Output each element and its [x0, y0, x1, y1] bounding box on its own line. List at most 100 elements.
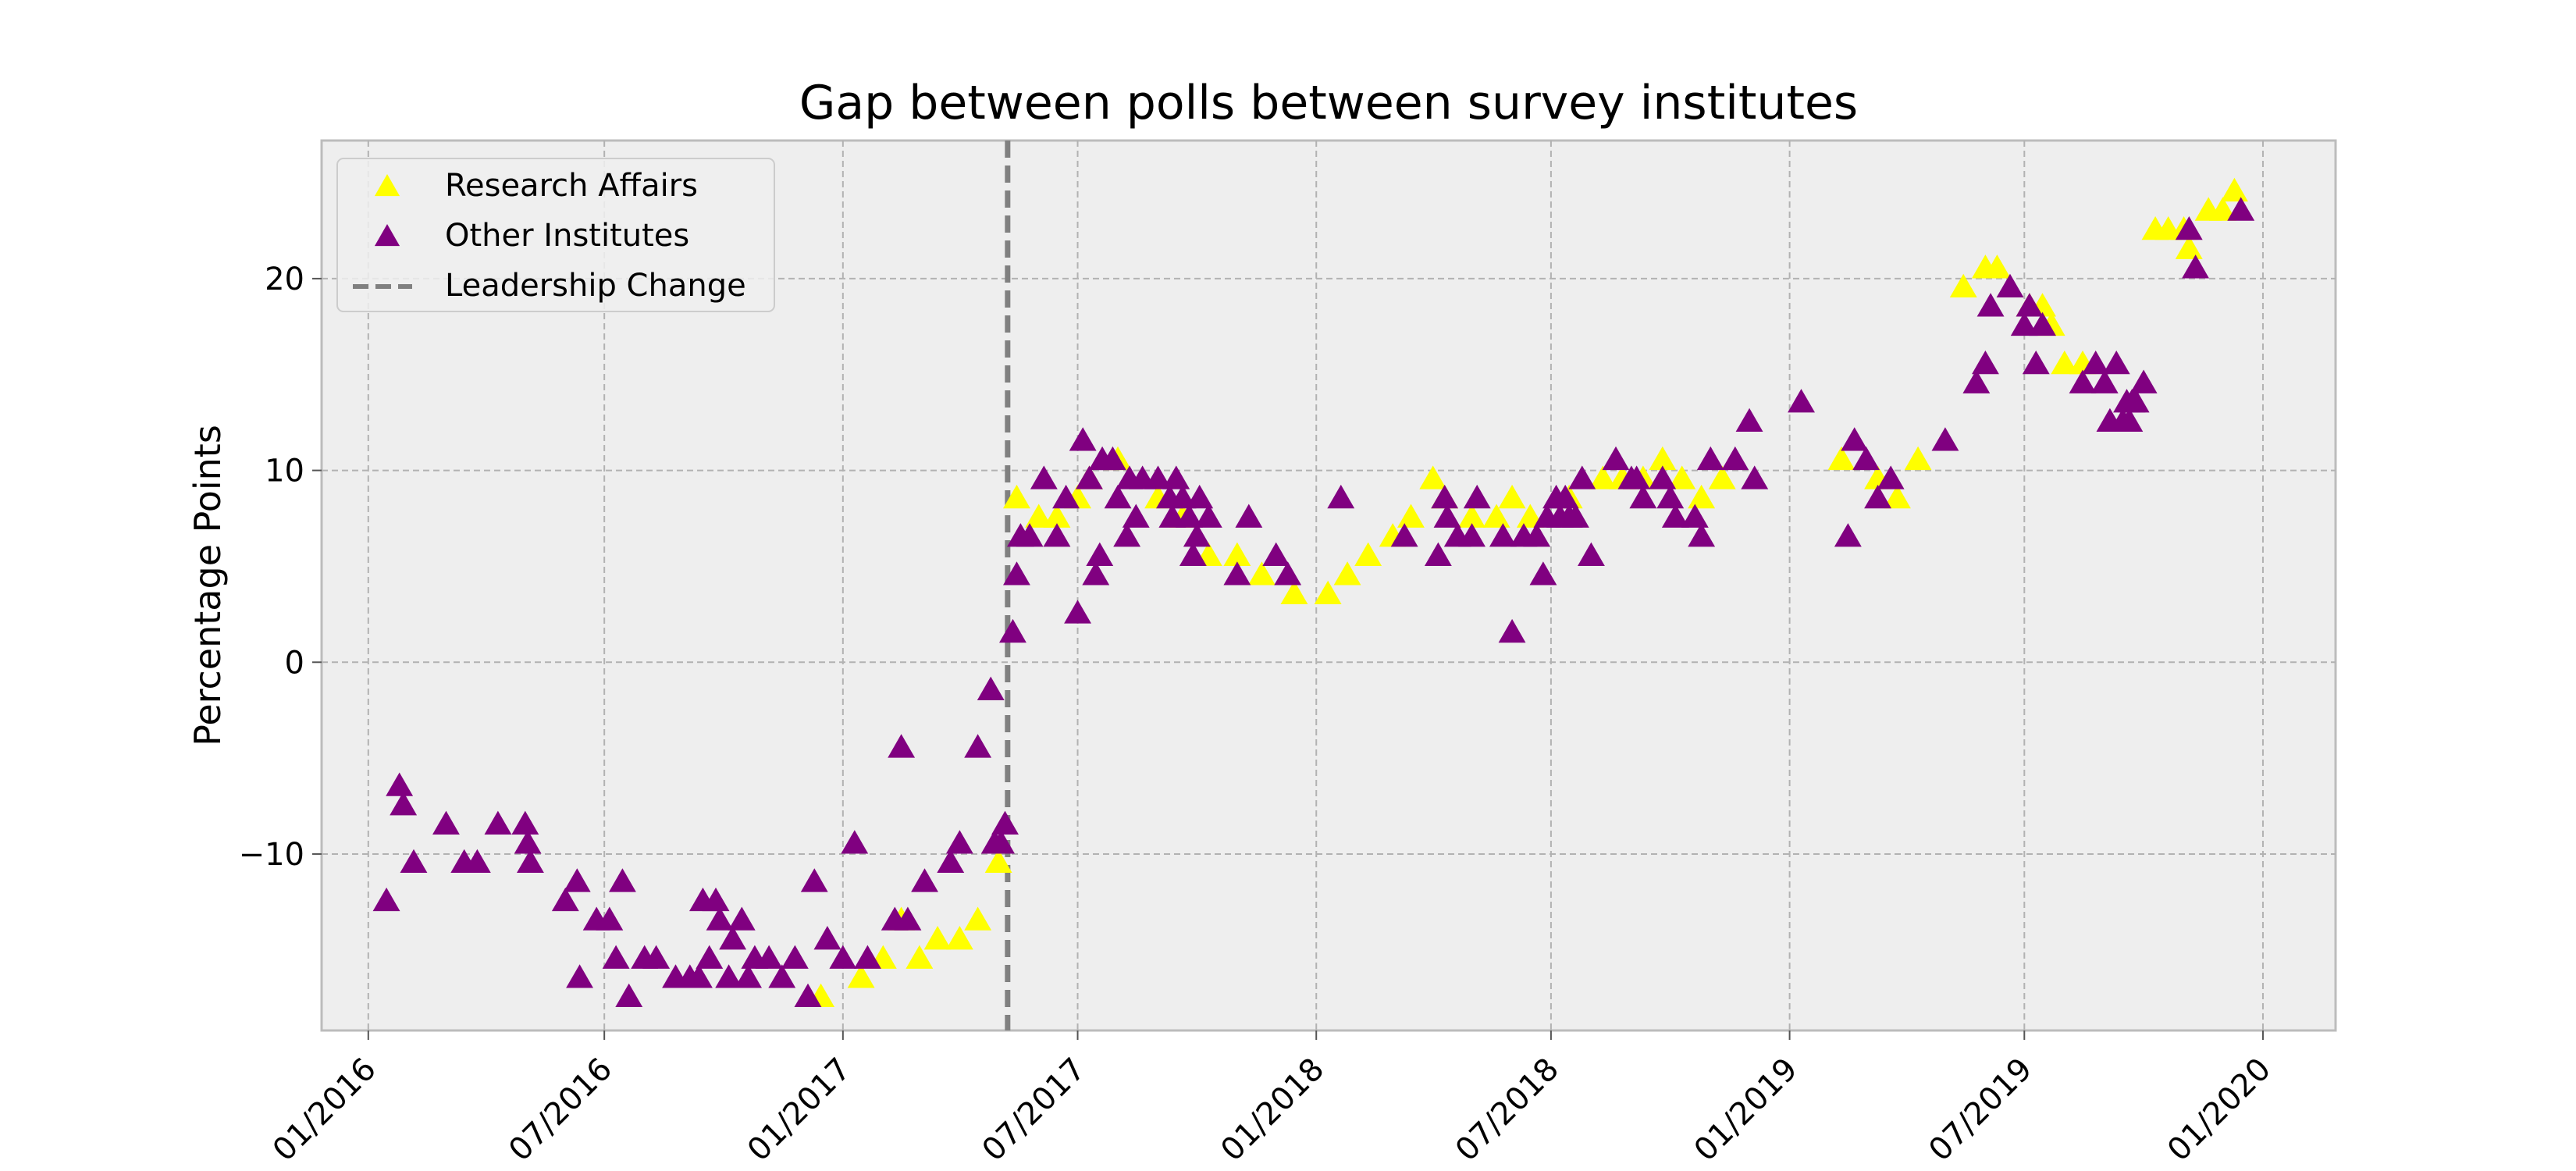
point-research-affairs [1419, 465, 1447, 489]
point-research-affairs [1397, 504, 1425, 528]
point-other-institutes [854, 945, 881, 969]
point-research-affairs [984, 849, 1012, 874]
point-other-institutes [1656, 484, 1685, 509]
point-other-institutes [1877, 465, 1905, 489]
point-other-institutes [813, 925, 841, 950]
point-other-institutes [1688, 523, 1716, 547]
y-tick-label: 20 [265, 262, 304, 297]
point-other-institutes [2129, 369, 2158, 393]
point-other-institutes [1162, 465, 1190, 489]
point-other-institutes [516, 849, 544, 874]
point-other-institutes [1623, 465, 1650, 489]
point-other-institutes [2022, 350, 2050, 375]
point-other-institutes [794, 983, 822, 1008]
point-other-institutes [1489, 523, 1517, 547]
point-research-affairs [1248, 561, 1276, 586]
point-other-institutes [1696, 446, 1724, 471]
point-other-institutes [1390, 523, 1418, 547]
point-other-institutes [609, 868, 636, 892]
point-other-institutes [1113, 523, 1141, 547]
point-other-institutes [1030, 465, 1058, 489]
point-other-institutes [1169, 484, 1197, 509]
point-other-institutes [566, 964, 593, 988]
point-other-institutes [1681, 504, 1709, 528]
point-other-institutes [1841, 427, 1869, 451]
point-other-institutes [1649, 465, 1677, 489]
point-other-institutes [1458, 523, 1485, 547]
point-other-institutes [1194, 504, 1222, 528]
point-other-institutes [1179, 542, 1207, 566]
point-other-institutes [1568, 465, 1596, 489]
point-other-institutes [596, 906, 624, 931]
legend-box [336, 158, 775, 312]
point-other-institutes [615, 983, 643, 1008]
point-other-institutes [602, 945, 630, 969]
point-other-institutes [372, 887, 400, 912]
legend-label-other-institutes: Other Institutes [445, 218, 689, 254]
point-research-affairs [847, 964, 875, 988]
y-axis: −10 0 10 20 [239, 262, 322, 873]
point-other-institutes [1996, 273, 2024, 297]
point-other-institutes [1661, 504, 1689, 528]
point-other-institutes [1741, 465, 1769, 489]
legend[interactable]: Research Affairs Other Institutes Leader… [336, 158, 775, 312]
legend-label-leadership-change: Leadership Change [445, 268, 746, 304]
point-other-institutes [1834, 523, 1862, 547]
point-research-affairs [1025, 504, 1053, 528]
point-other-institutes [841, 830, 869, 854]
point-other-institutes [888, 734, 916, 758]
point-other-institutes [1529, 561, 1557, 586]
point-other-institutes [2115, 408, 2144, 432]
point-other-institutes [719, 925, 747, 950]
point-research-affairs [1668, 465, 1696, 489]
legend-marker-other-institutes [374, 224, 400, 247]
point-other-institutes [1003, 561, 1030, 586]
point-other-institutes [2182, 254, 2209, 279]
point-other-institutes [1186, 484, 1214, 509]
point-other-institutes [768, 964, 796, 988]
point-other-institutes [2016, 293, 2044, 317]
point-other-institutes [1122, 504, 1150, 528]
legend-marker-research-affairs [374, 174, 400, 197]
legend-label-research-affairs: Research Affairs [445, 168, 698, 204]
point-other-institutes [937, 849, 965, 874]
point-other-institutes [1864, 484, 1891, 509]
point-other-institutes [400, 849, 428, 874]
point-other-institutes [894, 906, 922, 931]
point-research-affairs [2209, 197, 2236, 221]
point-other-institutes [463, 849, 491, 874]
point-other-institutes [781, 945, 809, 969]
point-research-affairs [1827, 446, 1856, 471]
point-other-institutes [2122, 389, 2150, 413]
point-research-affairs [2051, 350, 2079, 375]
point-other-institutes [2175, 215, 2203, 240]
point-other-institutes [1962, 369, 1991, 393]
point-research-affairs [1984, 254, 2011, 279]
point-other-institutes [1158, 504, 1187, 528]
point-other-institutes [1562, 504, 1589, 528]
point-other-institutes [2090, 369, 2119, 393]
point-other-institutes [514, 830, 542, 854]
point-other-institutes [1498, 618, 1526, 643]
y-tick-label: 10 [265, 454, 304, 489]
point-other-institutes [2227, 197, 2255, 221]
point-other-institutes [1788, 389, 1816, 413]
point-other-institutes [977, 676, 1005, 700]
point-research-affairs [945, 925, 973, 950]
point-research-affairs [2221, 177, 2248, 202]
point-other-institutes [1262, 542, 1290, 566]
point-other-institutes [987, 830, 1016, 854]
y-axis-label: Percentage Points [187, 425, 229, 746]
point-other-institutes [1016, 523, 1044, 547]
point-other-institutes [2082, 350, 2110, 375]
point-other-institutes [706, 906, 734, 931]
point-research-affairs [1904, 446, 1932, 471]
point-other-institutes [1086, 542, 1114, 566]
point-research-affairs [1280, 580, 1308, 605]
point-other-institutes [1629, 484, 1657, 509]
point-other-institutes [1976, 293, 2005, 317]
point-research-affairs [1884, 484, 1911, 509]
y-tick-label: 0 [285, 645, 304, 681]
point-other-institutes [511, 810, 539, 835]
point-other-institutes [964, 734, 992, 758]
